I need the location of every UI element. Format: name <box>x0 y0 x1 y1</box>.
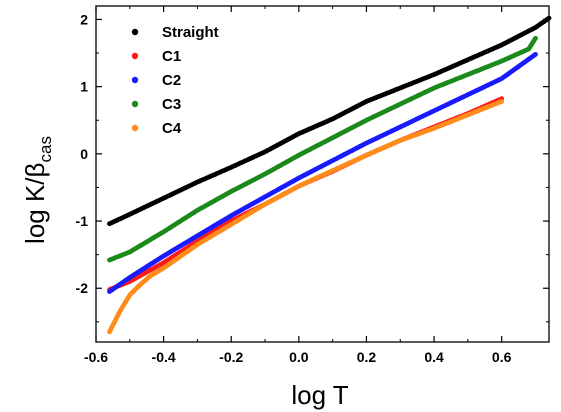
x-tick-label: -0.2 <box>219 349 243 365</box>
series-c4 <box>107 99 505 335</box>
legend-label-c1: C1 <box>162 48 181 65</box>
legend-marker-c1 <box>131 52 139 60</box>
legend-marker-c3 <box>131 100 139 108</box>
x-tick-label: 0.6 <box>492 349 512 365</box>
data-point <box>533 35 538 41</box>
x-tick-label: 0.4 <box>424 349 444 365</box>
x-axis-label: log T <box>291 380 348 410</box>
legend-marker-c2 <box>131 76 139 84</box>
y-tick-label: 1 <box>80 79 88 95</box>
y-tick-label: -1 <box>76 213 89 229</box>
legend-label-straight: Straight <box>162 24 219 41</box>
y-tick-label: -2 <box>76 280 89 296</box>
series-straight <box>107 15 552 227</box>
series-c2 <box>107 52 538 294</box>
y-axis-label-main: log K/β <box>20 163 50 244</box>
x-tick-label: 0.0 <box>289 349 309 365</box>
legend-label-c4: C4 <box>162 120 182 137</box>
x-tick-label: -0.6 <box>84 349 108 365</box>
legend-marker-straight <box>131 28 139 36</box>
legend-marker-c4 <box>131 124 139 132</box>
x-tick-label: 0.2 <box>357 349 377 365</box>
legend-label-c3: C3 <box>162 96 181 113</box>
legend-label-c2: C2 <box>162 72 181 89</box>
plot-frame <box>95 5 550 343</box>
data-point <box>533 52 538 57</box>
series-c3 <box>107 35 538 263</box>
legend: Straight C1 C2 C3 C4 <box>131 24 219 137</box>
axes: -0.6 -0.4 -0.2 0.0 0.2 0.4 0.6 -2 -1 0 1 2 <box>76 5 550 365</box>
data-point <box>499 99 505 104</box>
x-tick-label: -0.4 <box>152 349 176 365</box>
y-axis-label-subscript: cas <box>36 136 55 162</box>
plot-area <box>107 15 552 335</box>
y-axis-label: log K/βcas <box>20 136 55 244</box>
y-tick-label: 2 <box>80 11 88 27</box>
y-tick-label: 0 <box>80 146 88 162</box>
